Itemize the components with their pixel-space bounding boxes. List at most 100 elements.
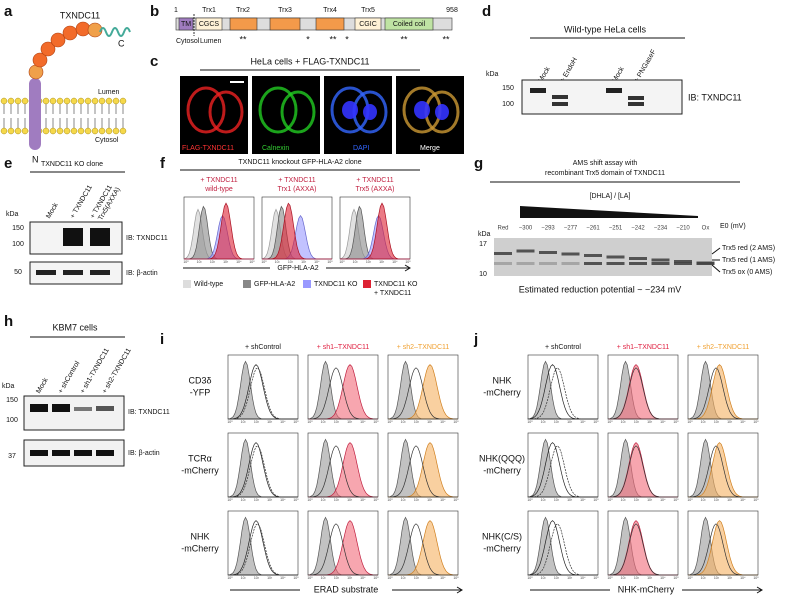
histogram-tick-label: 10¹ — [275, 260, 281, 264]
gel-band — [516, 249, 535, 253]
nucleus — [435, 104, 449, 120]
nucleus — [414, 101, 430, 119]
histogram-tick-label: 10⁵ — [405, 260, 411, 264]
axis-label: ERAD substrate — [314, 584, 379, 594]
histogram-tick-label: 10¹ — [701, 420, 707, 424]
histogram-tick-label: 10² — [634, 420, 640, 424]
protein-name: TXNDC11 — [60, 10, 100, 20]
gel-band — [584, 254, 602, 257]
histogram-tick-label: 10² — [714, 576, 720, 580]
lipid-head — [77, 97, 85, 105]
trx-domain — [195, 17, 223, 31]
histogram-tick-label: 10¹ — [401, 498, 407, 502]
histogram-tick-label: 10¹ — [621, 498, 627, 502]
band — [552, 95, 568, 99]
legend-swatch — [363, 280, 371, 288]
histogram-tick-label: 10⁵ — [373, 420, 379, 424]
lipid-head — [14, 127, 22, 135]
kda-label: kDa — [2, 383, 15, 390]
histogram-tick-label: 10⁰ — [527, 420, 533, 424]
histogram-tick-label: 10² — [634, 498, 640, 502]
histogram — [608, 523, 678, 576]
histogram-tick-label: 10² — [334, 498, 340, 502]
histogram-tick-label: 10⁴ — [360, 576, 366, 580]
histogram-tick-label: 10² — [254, 576, 260, 580]
histogram-tick-label: 10² — [714, 420, 720, 424]
row-label: NHK — [492, 375, 511, 385]
band — [552, 102, 568, 106]
histogram-tick-label: 10⁰ — [307, 420, 313, 424]
glycosylation-mark: ** — [329, 34, 337, 44]
histogram-tick-label: 10⁰ — [607, 498, 613, 502]
size-marker: 150 — [6, 397, 18, 404]
axis-arrow — [230, 586, 463, 594]
row-label: -mCherry — [181, 543, 219, 553]
kda-label: kDa — [478, 231, 491, 238]
histogram — [228, 367, 298, 420]
histogram-tick-label: 10¹ — [541, 420, 547, 424]
panel-title: TXNDC11 KO clone — [41, 161, 103, 168]
size-marker: 50 — [14, 269, 22, 276]
domain-bead — [40, 41, 56, 57]
histogram-tick-label: 10⁴ — [660, 576, 666, 580]
domain-bead — [32, 52, 48, 68]
histogram-tick-label: 10³ — [567, 420, 573, 424]
coiled-coil-domain — [384, 17, 434, 31]
glycosylation-mark: ** — [442, 34, 450, 44]
lipid-head — [84, 127, 92, 135]
histogram-tick-label: 10¹ — [401, 576, 407, 580]
histogram-tick-label: 10⁴ — [580, 498, 586, 502]
histogram-tick-label: 10³ — [427, 420, 433, 424]
glycosylation-mark: ** — [239, 34, 247, 44]
size-marker: 37 — [8, 453, 16, 460]
band — [30, 404, 48, 412]
histogram-tick-label: 10² — [254, 420, 260, 424]
gel-band — [674, 260, 692, 263]
histogram-tick-label: 10³ — [727, 498, 733, 502]
histogram-tick-label: 10¹ — [241, 498, 247, 502]
domain-bead — [87, 22, 103, 38]
histogram-tick-label: 10³ — [567, 576, 573, 580]
lumen-label: Lumen — [98, 89, 120, 96]
band — [90, 270, 110, 275]
histogram-tick-label: 10⁵ — [673, 498, 679, 502]
kda-label: kDa — [6, 211, 19, 218]
ratio-label: [DHLA] / [LA] — [590, 193, 631, 200]
column-label: + TXNDC11 — [200, 177, 237, 184]
panel-label: f — [160, 155, 166, 172]
lipid-head — [112, 97, 120, 105]
trx-domain — [269, 17, 301, 31]
lane-label: + shControl — [57, 360, 81, 395]
histogram-tick-label: 10³ — [427, 498, 433, 502]
histogram — [528, 523, 598, 576]
column-label: + sh1–TXNDC11 — [317, 344, 370, 351]
histogram-tick-label: 10⁴ — [280, 420, 286, 424]
tm-helix — [29, 78, 41, 150]
histogram-tick-label: 10² — [414, 576, 420, 580]
blot-label: IB: β-actin — [128, 450, 160, 457]
lipid-head — [91, 127, 99, 135]
histogram-tick-label: 10⁴ — [280, 576, 286, 580]
axis-arrow — [530, 586, 763, 594]
gel-band — [629, 262, 647, 265]
column-label: + sh2–TXNDC11 — [397, 344, 450, 351]
histogram-tick-label: 10⁰ — [387, 498, 393, 502]
gel-band — [539, 251, 557, 254]
tm-domain — [178, 17, 194, 31]
e0-label: E0 (mV) — [720, 223, 746, 230]
lane-label: −251 — [609, 226, 623, 232]
lipid-head — [70, 97, 78, 105]
band — [30, 450, 48, 456]
histogram — [228, 445, 298, 498]
column-label: + sh1–TXNDC11 — [617, 344, 670, 351]
lumen-label: Lumen — [200, 38, 222, 45]
channel-label: DAPI — [353, 145, 369, 152]
lane-label: −300 — [519, 226, 533, 232]
panel-title: AMS shift assay with — [573, 160, 638, 167]
row-label: -mCherry — [483, 543, 521, 553]
column-label: + shControl — [245, 344, 281, 351]
gel-band — [606, 262, 625, 265]
histogram-tick-label: 10⁴ — [440, 498, 446, 502]
histogram-tick-label: 10³ — [727, 420, 733, 424]
histogram-tick-label: 10² — [210, 260, 216, 264]
